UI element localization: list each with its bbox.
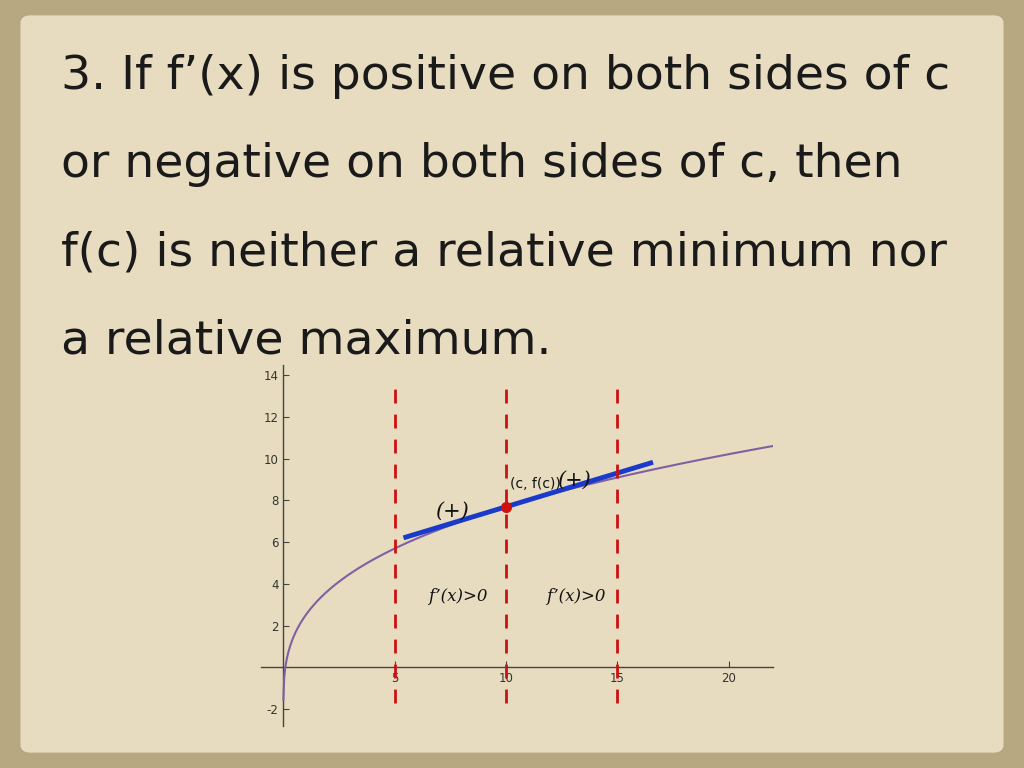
Text: f’(x)>0: f’(x)>0 bbox=[428, 588, 487, 604]
Text: (+): (+) bbox=[435, 502, 469, 521]
Text: a relative maximum.: a relative maximum. bbox=[61, 319, 552, 364]
Text: (c, f(c)): (c, f(c)) bbox=[510, 477, 561, 491]
Text: 3. If f’(x) is positive on both sides of c: 3. If f’(x) is positive on both sides of… bbox=[61, 54, 950, 99]
Text: f(c) is neither a relative minimum nor: f(c) is neither a relative minimum nor bbox=[61, 230, 947, 276]
Text: f’(x)>0: f’(x)>0 bbox=[546, 588, 605, 604]
Text: or negative on both sides of c, then: or negative on both sides of c, then bbox=[61, 142, 903, 187]
Text: (+): (+) bbox=[557, 471, 591, 490]
